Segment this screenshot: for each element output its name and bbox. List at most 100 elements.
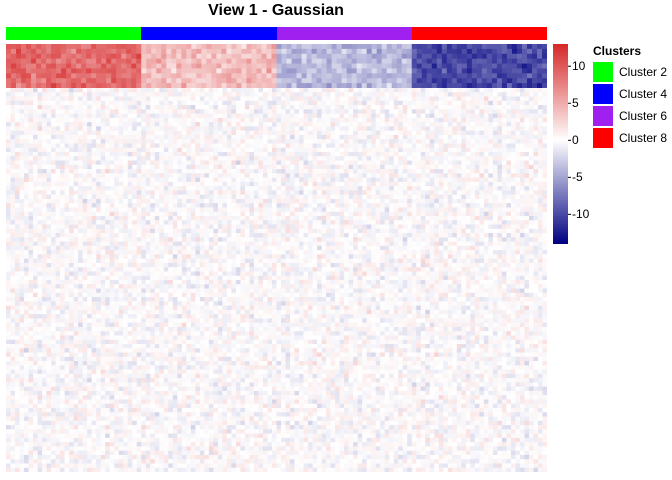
legend-label: Cluster 4: [619, 87, 668, 101]
heatmap: [6, 44, 547, 472]
colorbar-step: [553, 160, 568, 163]
colorbar-step: [553, 56, 568, 59]
colorbar-step: [553, 226, 568, 229]
colorbar-step: [553, 164, 568, 167]
colorbar-step: [553, 240, 568, 243]
colorbar-step: [553, 108, 568, 111]
colorbar-tick-label: 5: [572, 96, 579, 111]
colorbar-tick-label: -5: [572, 170, 583, 185]
colorbar-step: [553, 90, 568, 93]
chart-title: View 1 - Gaussian: [208, 2, 344, 19]
colorbar-step: [553, 110, 568, 113]
colorbar-step: [553, 224, 568, 227]
colorbar-step: [553, 186, 568, 189]
colorbar-step: [553, 206, 568, 209]
colorbar-step: [553, 220, 568, 223]
legend-swatch: [593, 62, 613, 82]
colorbar-step: [553, 194, 568, 197]
legend-swatch: [593, 106, 613, 126]
colorbar-step: [553, 48, 568, 51]
legend-label: Cluster 6: [619, 109, 668, 123]
colorbar-step: [553, 80, 568, 83]
colorbar-step: [553, 82, 568, 85]
colorbar-step: [553, 218, 568, 221]
colorbar-step: [553, 140, 568, 143]
colorbar-tick-label: 0: [572, 133, 579, 148]
colorbar-step: [553, 208, 568, 211]
colorbar-step: [553, 182, 568, 185]
colorbar-step: [553, 172, 568, 175]
legend-item: Cluster 6: [593, 106, 667, 126]
colorbar-step: [553, 158, 568, 161]
colorbar: [553, 44, 568, 244]
colorbar-step: [553, 134, 568, 137]
colorbar-step: [553, 232, 568, 235]
colorbar-tick-label: 10: [572, 59, 586, 74]
colorbar-step: [553, 124, 568, 127]
colorbar-step: [553, 170, 568, 173]
colorbar-step: [553, 210, 568, 213]
colorbar-step: [553, 198, 568, 201]
colorbar-step: [553, 228, 568, 231]
cluster-block: [276, 44, 413, 89]
colorbar-step: [553, 234, 568, 237]
colorbar-step: [553, 68, 568, 71]
colorbar-step: [553, 92, 568, 95]
colorbar-step: [553, 88, 568, 91]
colorbar-step: [553, 116, 568, 119]
colorbar-step: [553, 100, 568, 103]
colorbar-step: [553, 84, 568, 87]
cluster-block: [141, 44, 277, 89]
colorbar-step: [553, 96, 568, 99]
colorbar-step: [553, 136, 568, 139]
cluster-bar-segment: [141, 27, 277, 40]
colorbar-step: [553, 168, 568, 171]
colorbar-step: [553, 70, 568, 73]
cluster-block: [411, 44, 547, 89]
colorbar-step: [553, 128, 568, 131]
colorbar-step: [553, 148, 568, 151]
colorbar-step: [553, 74, 568, 77]
colorbar-step: [553, 236, 568, 239]
colorbar-step: [553, 114, 568, 117]
colorbar-step: [553, 46, 568, 49]
legend-swatch: [593, 128, 613, 148]
colorbar-step: [553, 120, 568, 123]
colorbar-step: [553, 98, 568, 101]
colorbar-step: [553, 176, 568, 179]
colorbar-step: [553, 190, 568, 193]
colorbar-step: [553, 216, 568, 219]
colorbar-step: [553, 104, 568, 107]
colorbar-step: [553, 212, 568, 215]
colorbar-step: [553, 86, 568, 89]
legend-label: Cluster 8: [619, 131, 668, 145]
colorbar-step: [553, 44, 568, 47]
colorbar-step: [553, 174, 568, 177]
colorbar-step: [553, 102, 568, 105]
colorbar-step: [553, 60, 568, 63]
cluster-bar-segment: [411, 27, 547, 40]
colorbar-step: [553, 152, 568, 155]
colorbar-step: [553, 52, 568, 55]
colorbar-step: [553, 150, 568, 153]
colorbar-step: [553, 238, 568, 241]
colorbar-step: [553, 78, 568, 81]
colorbar-step: [553, 156, 568, 159]
colorbar-step: [553, 112, 568, 115]
colorbar-step: [553, 180, 568, 183]
colorbar-step: [553, 242, 568, 244]
colorbar-step: [553, 138, 568, 141]
colorbar-step: [553, 130, 568, 133]
colorbar-step: [553, 122, 568, 125]
colorbar-step: [553, 72, 568, 75]
colorbar-step: [553, 188, 568, 191]
cluster-annotation-bar: [6, 27, 547, 40]
cluster-bar-segment: [276, 27, 412, 40]
colorbar-step: [553, 132, 568, 135]
colorbar-step: [553, 184, 568, 187]
colorbar-step: [553, 64, 568, 67]
colorbar-step: [553, 66, 568, 69]
colorbar-step: [553, 204, 568, 207]
cluster-block: [6, 44, 142, 89]
colorbar-step: [553, 202, 568, 205]
